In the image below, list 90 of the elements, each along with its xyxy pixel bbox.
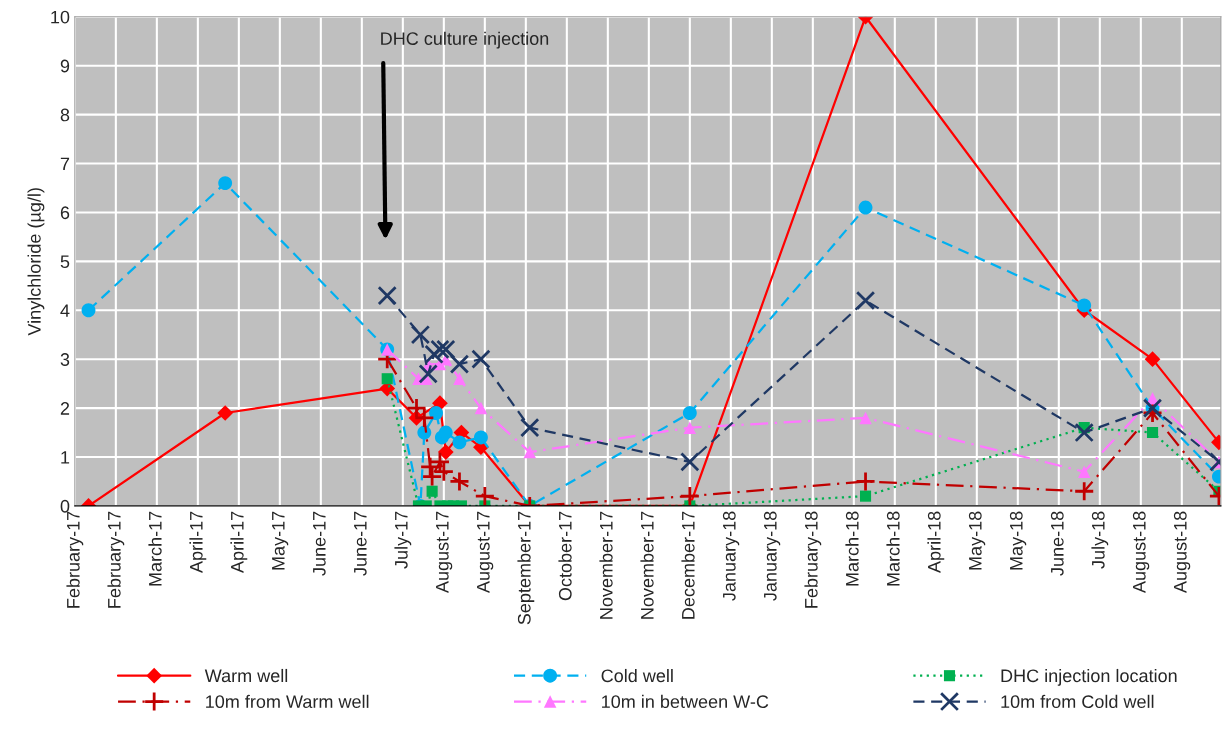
point (474, 401, 488, 415)
x-tick-label: November-17 (599, 511, 613, 619)
x-tick-label: November-17 (640, 511, 654, 619)
point (377, 285, 397, 306)
x-tick-label: August-18 (1173, 511, 1191, 594)
x-tick-label: January-18 (722, 511, 740, 601)
point (680, 452, 700, 472)
point (1146, 427, 1159, 439)
legend-label: Cold well (601, 668, 673, 683)
y-tick-label: 0 (60, 499, 70, 513)
x-tick-label: June-18 (1050, 511, 1064, 576)
point (438, 425, 453, 440)
point (81, 303, 96, 318)
x-tick-label: August-17 (436, 511, 453, 594)
point (471, 349, 491, 369)
point (1074, 422, 1094, 443)
x-tick-label: May-18 (968, 511, 986, 570)
point (679, 485, 701, 506)
legend-label: Warm well (204, 668, 288, 683)
y-tick-label: 3 (60, 353, 70, 366)
x-tick-label: March-17 (148, 511, 162, 586)
y-axis-title: Vinylchloride (µg/l) (27, 188, 45, 336)
point (859, 411, 872, 425)
point (1144, 351, 1161, 368)
point (855, 290, 876, 311)
x-tick-label: March-18 (886, 511, 900, 586)
x-tick-label: May-18 (1009, 511, 1027, 570)
point (474, 485, 496, 506)
annotation: DHC culture injection (381, 31, 549, 49)
y-tick-label: 5 (60, 255, 70, 269)
point (433, 461, 455, 483)
legend-label: DHC injection location (1001, 668, 1177, 686)
point (452, 435, 467, 450)
x-tick-label: June-17 (354, 511, 367, 576)
y-tick-label: 6 (60, 206, 70, 220)
point (453, 372, 466, 385)
point (682, 406, 697, 420)
x-tick-label: February-18 (804, 511, 822, 608)
x-tick-label: April-17 (189, 511, 207, 573)
point (429, 406, 443, 420)
y-tick-label: 8 (60, 108, 70, 122)
x-tick-label: April-18 (927, 511, 945, 573)
point (1073, 480, 1095, 502)
y-tick-label: 7 (60, 157, 70, 171)
y-tick-label: 9 (60, 59, 70, 73)
point (424, 344, 444, 365)
x-tick-label: February-17 (107, 511, 125, 608)
x-tick-label: July-18 (1091, 511, 1109, 569)
point (473, 430, 488, 445)
point (1077, 298, 1092, 313)
point (406, 397, 427, 419)
legend-label: 10m from Warm well (206, 694, 369, 709)
x-tick-label: September-17 (517, 511, 535, 625)
point (683, 421, 697, 434)
y-tick-label: 10 (51, 10, 70, 24)
x-tick-label: December-17 (681, 511, 695, 619)
point (449, 354, 470, 374)
y-tick-label: 2 (60, 402, 70, 415)
point (218, 176, 233, 191)
point (855, 471, 876, 492)
point (436, 339, 456, 360)
point (381, 373, 393, 385)
point (1077, 465, 1091, 478)
point (430, 339, 450, 360)
x-tick-label: June-17 (313, 511, 326, 576)
x-tick-label: October-17 (558, 511, 572, 601)
point (217, 405, 234, 421)
y-tick-label: 1 (61, 451, 70, 464)
x-tick-label: July-17 (394, 511, 412, 569)
point (523, 445, 536, 459)
point (410, 325, 431, 345)
y-tick-label: 4 (60, 304, 70, 317)
x-tick-label: April-17 (230, 511, 248, 573)
legend-label: 10m in between W-C (602, 694, 769, 709)
x-tick-label: August-17 (477, 511, 494, 594)
point (520, 417, 540, 438)
x-tick-label: August-18 (1132, 511, 1150, 594)
point (421, 466, 443, 487)
point (437, 444, 454, 460)
legend-label: 10m from Cold well (1001, 694, 1154, 709)
point (858, 200, 873, 215)
x-tick-label: February-17 (66, 511, 84, 608)
x-tick-label: March-18 (845, 511, 859, 586)
point (418, 364, 438, 384)
point (449, 471, 470, 492)
x-tick-label: May-17 (272, 511, 289, 570)
x-tick-label: January-18 (763, 511, 781, 601)
point (859, 490, 872, 502)
point (426, 485, 438, 497)
point (413, 407, 435, 429)
